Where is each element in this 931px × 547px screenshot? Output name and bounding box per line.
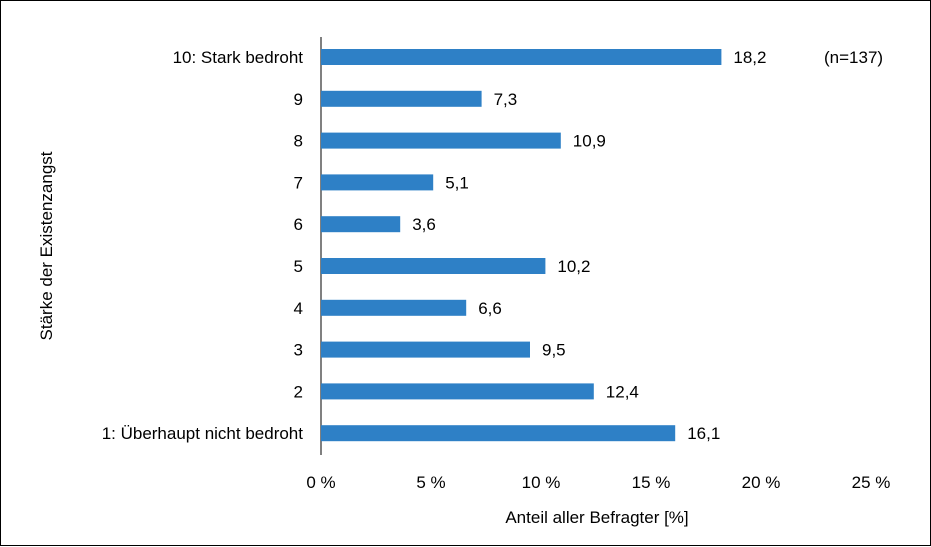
category-label: 7	[294, 173, 303, 192]
value-label: 3,6	[412, 215, 436, 234]
x-tick-label: 25 %	[852, 473, 891, 492]
x-tick-label: 0 %	[306, 473, 335, 492]
value-label: 5,1	[445, 173, 469, 192]
value-label: 10,9	[573, 132, 606, 151]
category-label: 4	[294, 299, 303, 318]
category-label: 2	[294, 382, 303, 401]
category-label: 8	[294, 132, 303, 151]
bar	[321, 216, 401, 233]
value-label: 18,2	[733, 48, 766, 67]
x-tick-label: 15 %	[632, 473, 671, 492]
x-tick-label: 20 %	[742, 473, 781, 492]
bar	[321, 258, 546, 274]
value-label: 12,4	[606, 382, 639, 401]
x-tick-label: 10 %	[522, 473, 561, 492]
category-label: 3	[294, 341, 303, 360]
bar	[321, 90, 482, 107]
x-axis-title: Anteil aller Befragter [%]	[505, 508, 688, 527]
sample-size-annotation: (n=137)	[824, 48, 883, 67]
bar	[321, 299, 467, 316]
x-tick-label: 5 %	[416, 473, 445, 492]
value-label: 10,2	[557, 257, 590, 276]
value-label: 16,1	[687, 424, 720, 443]
bar	[321, 383, 594, 400]
category-label: 5	[294, 257, 303, 276]
value-label: 7,3	[494, 90, 518, 109]
value-label: 6,6	[478, 299, 502, 318]
category-label: 6	[294, 215, 303, 234]
category-label: 1: Überhaupt nicht bedroht	[102, 424, 304, 443]
value-label: 9,5	[542, 341, 566, 360]
bar	[321, 132, 561, 149]
bar	[321, 341, 530, 358]
bar	[321, 174, 434, 191]
bar	[321, 49, 722, 65]
category-label: 10: Stark bedroht	[173, 48, 304, 67]
category-label: 9	[294, 90, 303, 109]
y-axis-title: Stärke der Existenzangst	[37, 151, 56, 340]
bar	[321, 425, 676, 442]
